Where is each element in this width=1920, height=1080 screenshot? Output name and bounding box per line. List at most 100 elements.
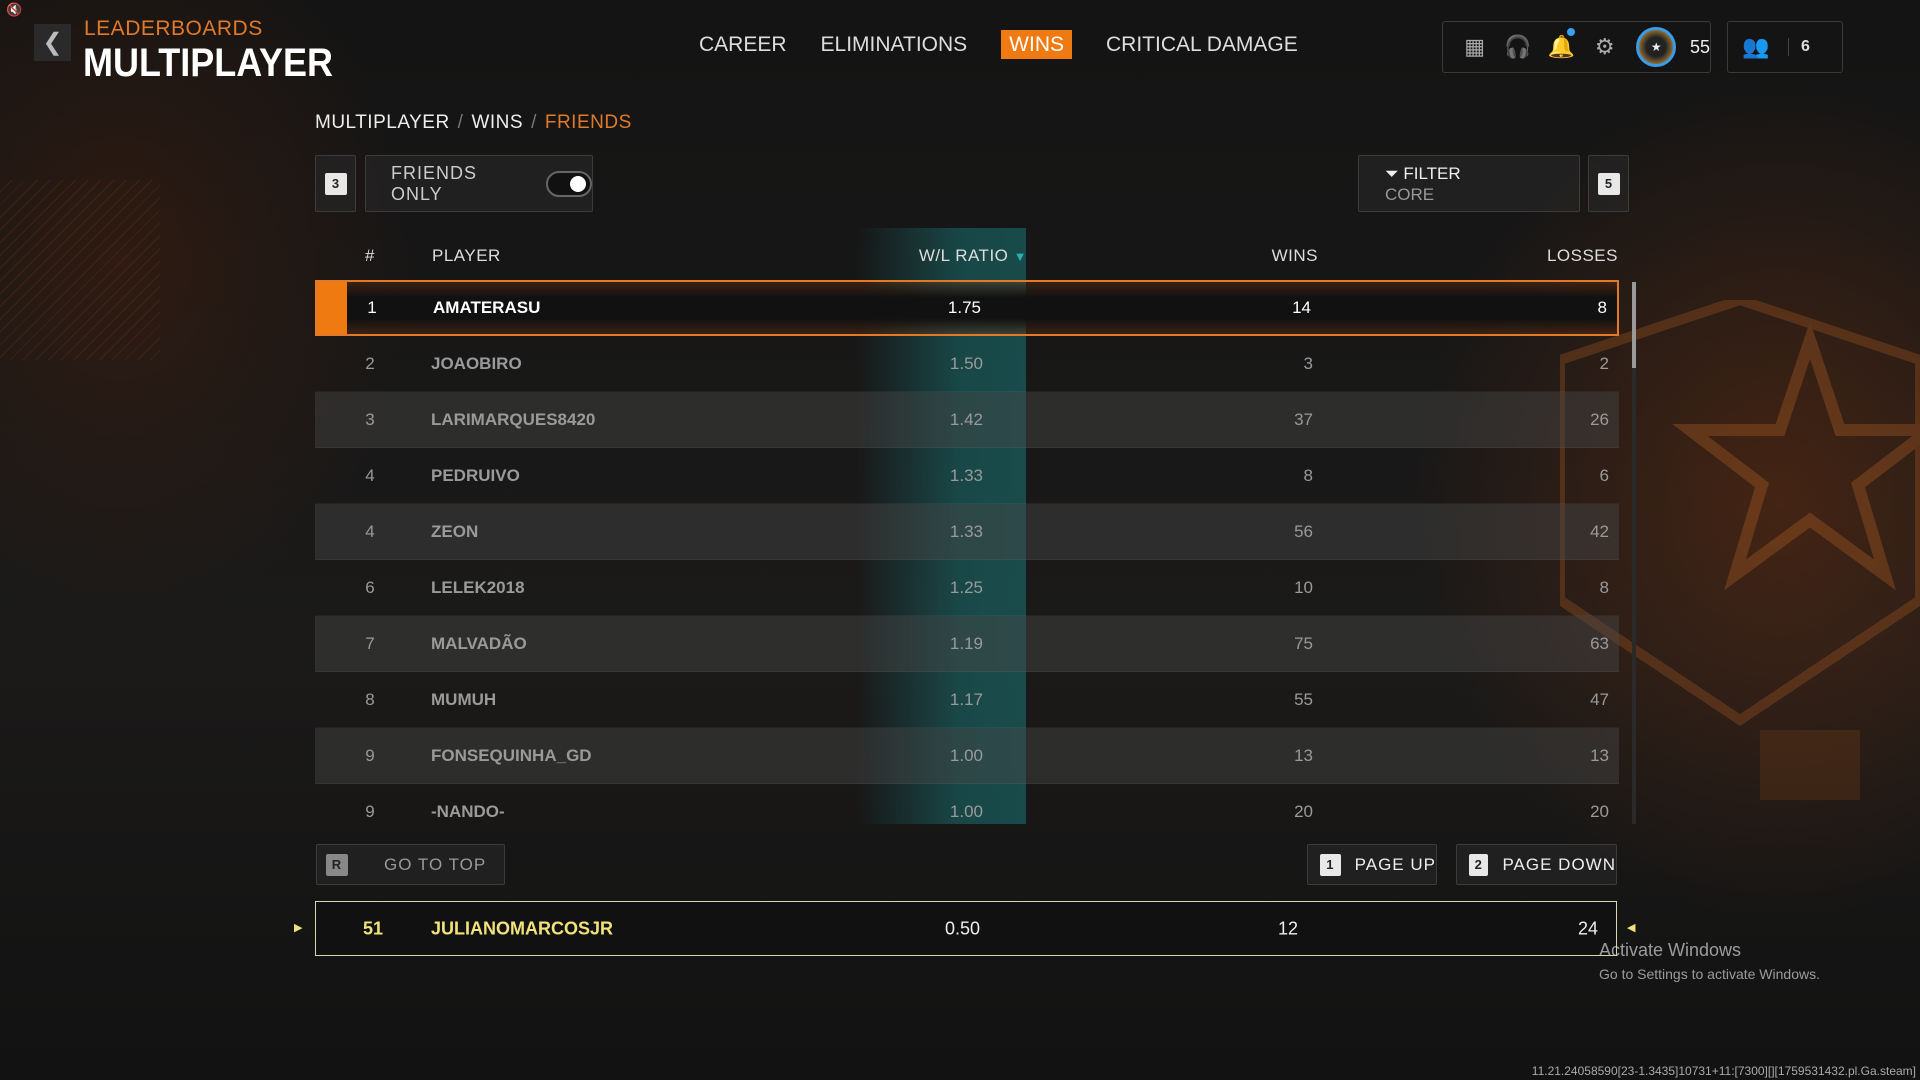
scrollbar[interactable] <box>1632 282 1636 824</box>
player-name: FONSEQUINHA_GD <box>431 745 592 765</box>
wl-ratio: 1.19 <box>949 633 983 653</box>
rank-emblem-icon[interactable]: ★ <box>1636 27 1676 67</box>
tab-critical-damage[interactable]: CRITICAL DAMAGE <box>1106 33 1298 56</box>
grid-icon[interactable]: ▦ <box>1464 34 1486 59</box>
table-row[interactable]: 1 AMATERASU 1.75 14 8 <box>315 280 1619 336</box>
player-name: ZEON <box>431 521 479 541</box>
go-to-top-button[interactable]: R GO TO TOP <box>316 844 505 885</box>
breadcrumb-multiplayer[interactable]: MULTIPLAYER <box>315 112 450 133</box>
my-rank-row[interactable]: 51 JULIANOMARCOSJR 0.50 12 24 <box>315 901 1617 956</box>
losses: 42 <box>1590 521 1609 541</box>
losses: 47 <box>1590 689 1609 709</box>
key-hint-5[interactable]: 5 <box>1588 155 1629 212</box>
tab-wins[interactable]: WINS <box>1001 30 1072 59</box>
wl-ratio: 1.00 <box>949 745 983 765</box>
rank: 3 <box>365 409 375 429</box>
player-name: MUMUH <box>431 689 497 709</box>
top-icon-bar: ▦ 🎧 🔔 ⚙ ★ 55 <box>1442 21 1711 73</box>
tab-career[interactable]: CAREER <box>699 33 787 56</box>
player-name: MALVADÃO <box>431 633 527 653</box>
rank: 4 <box>365 521 375 541</box>
scrollbar-thumb[interactable] <box>1632 282 1636 368</box>
chevron-left-icon: ❮ <box>42 29 63 56</box>
player-name: AMATERASU <box>433 298 541 317</box>
breadcrumb-friends: FRIENDS <box>544 112 632 133</box>
pointer-right-icon: ▶ <box>294 922 303 934</box>
bell-icon[interactable]: 🔔 <box>1540 28 1583 60</box>
rank: 1 <box>367 298 377 317</box>
table-row[interactable]: 4 PEDRUIVO 1.33 8 6 <box>315 448 1619 504</box>
table-row[interactable]: 7 MALVADÃO 1.19 75 63 <box>315 616 1619 672</box>
losses: 26 <box>1590 409 1609 429</box>
losses: 6 <box>1599 465 1609 485</box>
table-row[interactable]: 2 JOAOBIRO 1.50 3 2 <box>315 336 1619 392</box>
leaderboard-table: 1 AMATERASU 1.75 14 8 2 JOAOBIRO 1.50 3 2 3 LARIMAR… <box>315 280 1619 824</box>
player-name: LARIMARQUES8420 <box>431 409 596 429</box>
breadcrumb: MULTIPLAYER / WINS / FRIENDS <box>315 112 632 133</box>
col-ratio[interactable]: W/L RATIO ▼ <box>918 246 1027 265</box>
player-name: JOAOBIRO <box>431 353 522 373</box>
wins: 3 <box>1303 353 1313 373</box>
page-down-button[interactable]: 2 PAGE DOWN <box>1456 844 1617 885</box>
wl-ratio: 1.17 <box>949 689 983 709</box>
wins: 13 <box>1294 745 1313 765</box>
tab-eliminations[interactable]: ELIMINATIONS <box>820 33 968 56</box>
losses: 24 <box>1577 918 1598 938</box>
losses: 2 <box>1599 353 1609 373</box>
filter-icon: ⏷ <box>1385 164 1399 183</box>
filter-button[interactable]: ⏷ FILTER CORE <box>1358 155 1580 212</box>
table-row[interactable]: 9 -NANDO- 1.00 20 20 <box>315 784 1619 824</box>
page-title: MULTIPLAYER <box>83 41 334 85</box>
speaker-muted-icon: 🔇 <box>6 2 23 17</box>
col-player[interactable]: PLAYER <box>432 246 501 265</box>
rank: 9 <box>365 745 375 765</box>
losses: 8 <box>1597 298 1607 317</box>
col-wins[interactable]: WINS <box>1271 246 1318 265</box>
wl-ratio: 1.75 <box>947 298 981 317</box>
wl-ratio: 1.25 <box>949 577 983 597</box>
table-row[interactable]: 6 LELEK2018 1.25 10 8 <box>315 560 1619 616</box>
player-name: PEDRUIVO <box>431 465 520 485</box>
key-hint-3[interactable]: 3 <box>315 155 356 212</box>
player-name: JULIANOMARCOSJR <box>431 918 614 938</box>
wl-ratio: 1.42 <box>949 409 983 429</box>
friends-count: 6 <box>1788 38 1810 56</box>
table-row[interactable]: 3 LARIMARQUES8420 1.42 37 26 <box>315 392 1619 448</box>
headset-chat-icon[interactable]: 🎧 <box>1504 34 1532 59</box>
wins: 8 <box>1303 465 1313 485</box>
col-rank: # <box>365 246 375 265</box>
page-up-button[interactable]: 1 PAGE UP <box>1307 844 1437 885</box>
losses: 20 <box>1590 801 1609 821</box>
wl-ratio: 1.50 <box>949 353 983 373</box>
nav-tabs: CAREER ELIMINATIONS WINS CRITICAL DAMAGE <box>699 30 1298 59</box>
wl-ratio: 1.00 <box>949 801 983 821</box>
activate-windows-title: Activate Windows <box>1599 940 1742 960</box>
table-row[interactable]: 9 FONSEQUINHA_GD 1.00 13 13 <box>315 728 1619 784</box>
table-row[interactable]: 8 MUMUH 1.17 55 47 <box>315 672 1619 728</box>
col-losses[interactable]: LOSSES <box>1546 246 1618 265</box>
background-hatch <box>0 180 160 360</box>
player-name: LELEK2018 <box>431 577 525 597</box>
table-header: # PLAYER W/L RATIO ▼ WINS LOSSES <box>315 240 1619 276</box>
gear-icon[interactable]: ⚙ <box>1594 34 1615 59</box>
wl-ratio: 1.33 <box>949 521 983 541</box>
friends-only-toggle[interactable]: FRIENDS ONLY <box>365 155 593 212</box>
filter-value: CORE <box>1385 185 1435 204</box>
wins: 20 <box>1294 801 1313 821</box>
friends-button[interactable]: 👥 6 <box>1727 21 1843 73</box>
friends-only-label: FRIENDS ONLY <box>391 162 478 204</box>
sort-desc-icon: ▼ <box>1013 249 1027 264</box>
back-button[interactable]: ❮ <box>34 24 71 61</box>
table-row[interactable]: 4 ZEON 1.33 56 42 <box>315 504 1619 560</box>
wins: 37 <box>1294 409 1313 429</box>
rank: 51 <box>362 918 384 938</box>
wins: 12 <box>1277 918 1298 938</box>
filter-label: FILTER <box>1403 164 1461 183</box>
rank: 9 <box>365 801 375 821</box>
wins: 10 <box>1294 577 1313 597</box>
rank: 7 <box>365 633 375 653</box>
breadcrumb-wins[interactable]: WINS <box>471 112 524 133</box>
player-name: -NANDO- <box>431 801 505 821</box>
activate-windows-subtitle: Go to Settings to activate Windows. <box>1599 966 1820 982</box>
toggle-switch[interactable] <box>545 170 592 197</box>
